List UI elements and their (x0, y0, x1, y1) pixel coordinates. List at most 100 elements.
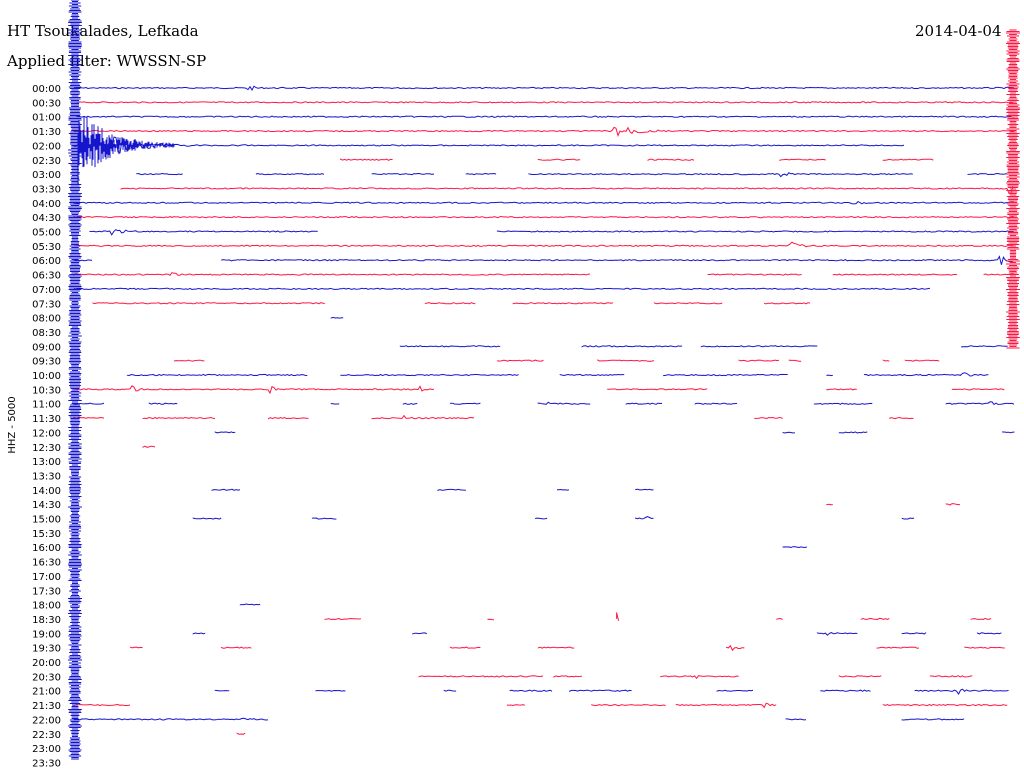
filter-subtitle: Applied filter: WWSSN-SP (6, 52, 206, 70)
trace-segment (716, 689, 754, 692)
trace-segment (399, 345, 501, 348)
trace-segment (961, 345, 1008, 348)
trace-row-02:00 (73, 136, 905, 154)
trace-segment (528, 172, 913, 178)
tick-label: 22:30 (32, 730, 61, 741)
trace-segment (616, 612, 620, 621)
trace-segment (553, 675, 582, 678)
trace-row-11:30 (73, 414, 914, 420)
trace-segment (73, 126, 1015, 137)
trace-segment (73, 85, 1014, 92)
trace-segment (73, 115, 1015, 118)
date-label: 2014-04-04 (915, 22, 1001, 40)
trace-row-05:00 (89, 229, 1014, 236)
trace-segment (89, 229, 318, 236)
trace-segment (964, 646, 1005, 649)
trace-segment (120, 185, 1014, 195)
trace-segment (330, 403, 340, 405)
trace-segment (311, 517, 337, 520)
trace-segment (324, 617, 361, 621)
trace-segment (130, 646, 143, 649)
major-earthquake-waveform (68, 0, 1020, 760)
tick-label: 16:00 (32, 543, 61, 554)
trace-segment (220, 255, 1014, 265)
tick-label: 08:30 (32, 328, 61, 339)
trace-segment (816, 632, 858, 636)
trace-segment (776, 617, 783, 620)
trace-segment (73, 241, 1015, 248)
trace-row-20:30 (418, 675, 973, 680)
tick-label: 16:30 (32, 558, 61, 569)
trace-segment (211, 488, 241, 491)
tick-label: 21:00 (32, 687, 61, 698)
trace-segment (340, 158, 393, 161)
trace-segment (73, 717, 269, 721)
trace-row-06:00 (73, 255, 1014, 265)
tick-label: 17:30 (32, 586, 61, 597)
tick-label: 12:00 (32, 428, 61, 439)
trace-row-03:00 (136, 172, 1008, 178)
trace-segment (512, 302, 614, 305)
trace-row-19:00 (192, 632, 1002, 636)
trace-segment (929, 675, 973, 678)
trace-row-01:00 (73, 115, 1015, 118)
trace-row-10:30 (73, 385, 1005, 395)
trace-row-22:30 (236, 732, 246, 735)
trace-row-16:00 (782, 546, 808, 549)
tick-label: 00:00 (32, 84, 61, 95)
trace-segment (559, 373, 625, 377)
tick-label: 21:30 (32, 701, 61, 712)
trace-row-03:30 (120, 185, 1014, 195)
trace-segment (192, 517, 222, 520)
trace-segment (838, 431, 868, 434)
trace-segment (788, 359, 802, 362)
trace-segment (876, 646, 920, 649)
tick-label: 10:00 (32, 371, 61, 382)
trace-row-00:00 (73, 85, 1014, 92)
trace-segment (635, 488, 654, 491)
tick-label: 07:00 (32, 285, 61, 296)
trace-row-10:00 (126, 372, 989, 377)
tick-label: 19:30 (32, 644, 61, 655)
tick-label: 14:30 (32, 500, 61, 511)
trace-segment (813, 402, 873, 405)
trace-row-09:30 (173, 359, 940, 362)
tick-label: 03:30 (32, 184, 61, 195)
tick-label: 01:00 (32, 113, 61, 124)
trace-segment (782, 546, 808, 549)
trace-segment (967, 172, 1008, 176)
trace-row-07:30 (92, 302, 811, 305)
trace-segment (142, 445, 156, 448)
trace-segment (976, 632, 1002, 635)
tick-label: 03:00 (32, 170, 61, 181)
trace-segment (763, 302, 811, 305)
trace-segment (675, 702, 777, 709)
trace-segment (945, 401, 1015, 406)
trace-segment (863, 372, 989, 377)
trace-segment (192, 632, 206, 635)
main-shock-spike-left (68, 0, 82, 760)
trace-segment (236, 732, 246, 735)
tick-label: 15:30 (32, 529, 61, 540)
trace-row-21:30 (73, 702, 1008, 709)
trace-row-07:00 (73, 287, 931, 291)
trace-segment (126, 373, 308, 377)
trace-segment (882, 359, 890, 362)
trace-segment (901, 517, 915, 520)
trace-segment (889, 416, 914, 420)
tick-label: 04:30 (32, 213, 61, 224)
trace-row-12:00 (214, 431, 1015, 434)
trace-segment (951, 388, 1005, 391)
trace-segment (412, 632, 427, 635)
trace-segment (700, 345, 818, 348)
trace-segment (496, 359, 544, 362)
aftershock-coda (77, 116, 175, 185)
trace-segment (73, 216, 1015, 219)
trace-segment (914, 688, 1009, 695)
trace-segment (142, 416, 216, 420)
trace-segment (782, 431, 795, 434)
trace-segment (73, 136, 905, 154)
trace-segment (449, 646, 481, 649)
tick-label: 00:30 (32, 98, 61, 109)
